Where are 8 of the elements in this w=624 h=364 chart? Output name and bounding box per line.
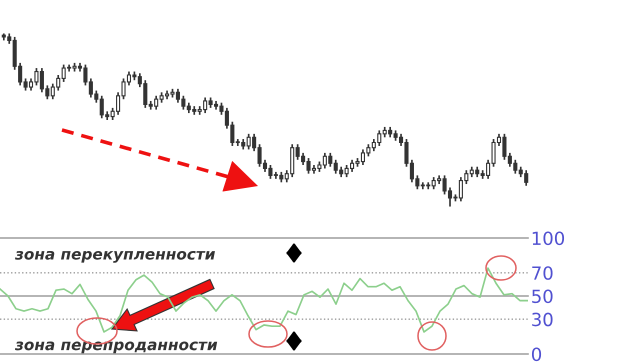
line-series bbox=[0, 267, 528, 333]
annotation: зона перекупленности bbox=[14, 250, 215, 263]
y-tick-label: 100 bbox=[532, 231, 564, 246]
annotation: зона перепроданности bbox=[14, 342, 218, 354]
y-tick-label: 50 bbox=[532, 289, 553, 304]
y-tick-label: 30 bbox=[532, 312, 553, 326]
y-tick-label: 0 bbox=[532, 347, 542, 362]
y-tick-label: 70 bbox=[532, 266, 553, 280]
